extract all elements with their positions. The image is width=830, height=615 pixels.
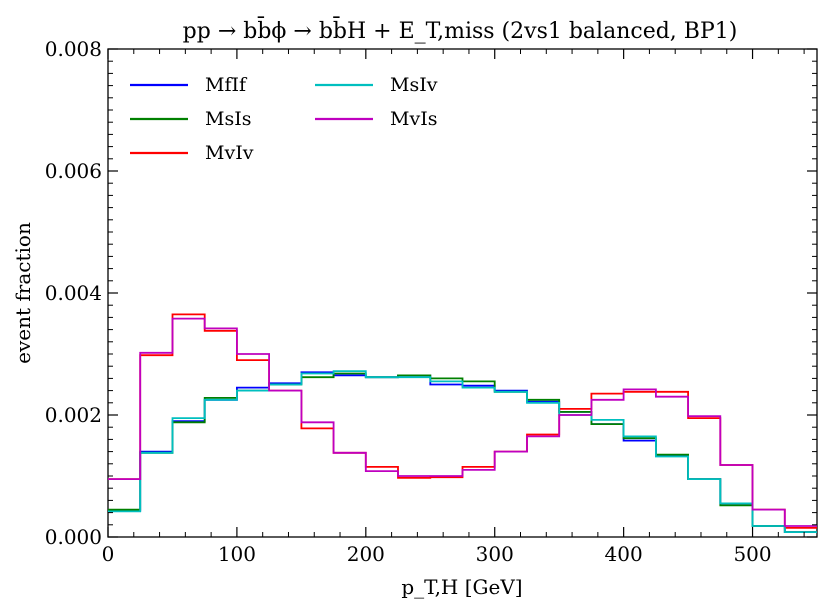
axis-ticks: 0 100 200 300 400 500 0.000 0.002 0.004 0.006 0.00… bbox=[45, 37, 817, 566]
legend-label-mvis: MvIs bbox=[390, 108, 437, 130]
x-axis-label: p_T,H [GeV] bbox=[401, 575, 522, 599]
x-tick-label: 300 bbox=[476, 542, 514, 566]
chart-title: pp → bb̄ϕ → bb̄H + E_T,miss (2vs1 balanc… bbox=[183, 16, 738, 44]
legend-label-msis: MsIs bbox=[205, 108, 251, 130]
y-tick-label: 0.006 bbox=[45, 159, 102, 183]
y-tick-label: 0.002 bbox=[45, 403, 102, 427]
y-tick-label: 0.004 bbox=[45, 281, 102, 305]
y-tick-label: 0.000 bbox=[45, 525, 102, 549]
series-line-mfif bbox=[108, 371, 817, 533]
x-tick-label: 500 bbox=[733, 542, 771, 566]
x-tick-label: 0 bbox=[102, 542, 115, 566]
legend-label-msiv: MsIv bbox=[390, 74, 438, 96]
series-line-mviv bbox=[108, 313, 817, 529]
y-axis-label: event fraction bbox=[11, 222, 35, 364]
x-tick-label: 400 bbox=[605, 542, 643, 566]
legend: MfIf MsIs MvIv MsIv MvIs bbox=[130, 74, 438, 164]
series-line-msiv bbox=[108, 370, 817, 533]
x-tick-label: 100 bbox=[218, 542, 256, 566]
series-layer bbox=[108, 313, 817, 533]
legend-label-mviv: MvIv bbox=[205, 142, 254, 164]
series-line-mvis bbox=[108, 317, 817, 527]
series-line-msis bbox=[108, 372, 817, 533]
y-tick-label: 0.008 bbox=[45, 37, 102, 61]
x-tick-label: 200 bbox=[347, 542, 385, 566]
legend-label-mfif: MfIf bbox=[205, 74, 248, 96]
